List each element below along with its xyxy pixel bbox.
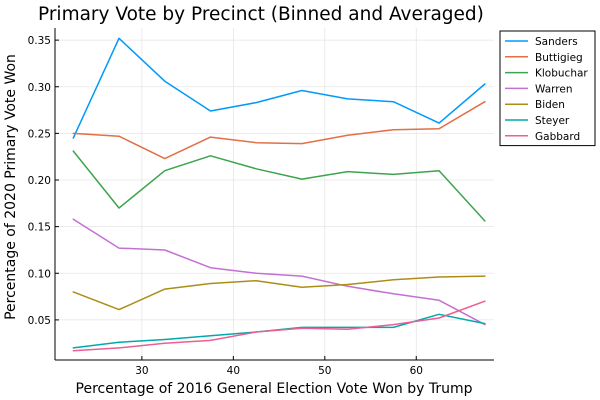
series-line-sanders xyxy=(72,37,486,139)
legend-label-warren: Warren xyxy=(535,83,572,95)
x-tick-label: 50 xyxy=(318,365,331,377)
legend: Sanders Buttigieg Klobuchar Warren Biden Stey… xyxy=(499,30,596,147)
x-tick-label: 40 xyxy=(227,365,240,377)
y-tick-label: 0.30 xyxy=(28,82,51,94)
series-line-gabbard xyxy=(72,300,486,352)
tick-labels: 30 40 50 60 0.05 0.10 0.15 0.20 0.25 0.30 0.35 xyxy=(28,35,423,377)
legend-label-gabbard: Gabbard xyxy=(535,131,580,143)
series-line-steyer xyxy=(72,313,486,349)
y-tick-label: 0.05 xyxy=(28,315,51,327)
y-axis-label: Percentage of 2020 Primary Vote Won xyxy=(3,54,19,320)
x-tick-label: 60 xyxy=(410,365,423,377)
series-line-klobuchar xyxy=(72,150,486,222)
legend-label-sanders: Sanders xyxy=(535,36,578,48)
x-tick-label: 30 xyxy=(135,365,148,377)
y-tick-label: 0.10 xyxy=(28,268,51,280)
series-line-buttigieg xyxy=(72,100,486,160)
y-tick-label: 0.15 xyxy=(28,222,51,234)
legend-label-buttigieg: Buttigieg xyxy=(535,52,583,64)
series-lines xyxy=(72,37,486,352)
series-line-warren xyxy=(72,218,486,326)
legend-label-biden: Biden xyxy=(535,99,565,111)
legend-label-klobuchar: Klobuchar xyxy=(535,68,588,80)
y-tick-label: 0.35 xyxy=(28,35,51,47)
legend-label-steyer: Steyer xyxy=(535,115,570,127)
y-tick-label: 0.25 xyxy=(28,128,51,140)
grid xyxy=(55,28,494,360)
x-axis-label: Percentage of 2016 General Election Vote… xyxy=(76,381,473,397)
y-tick-label: 0.20 xyxy=(28,175,51,187)
axes xyxy=(54,28,494,361)
series-line-biden xyxy=(72,275,486,311)
chart-title: Primary Vote by Precinct (Binned and Ave… xyxy=(38,4,484,25)
